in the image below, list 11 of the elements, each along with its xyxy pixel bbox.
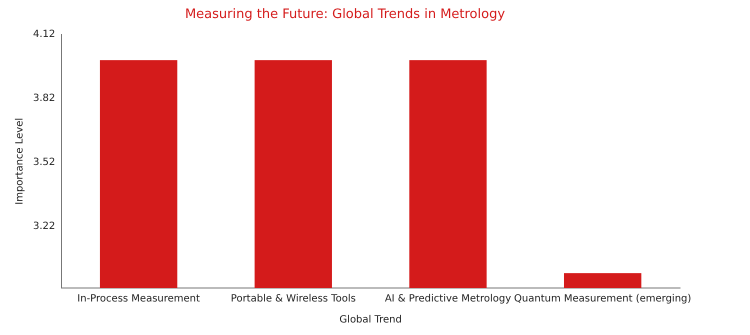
x-tick-label: In-Process Measurement (77, 294, 200, 305)
chart-title: Measuring the Future: Global Trends in Metrology (184, 7, 506, 22)
x-axis-title: Global Trend (339, 314, 402, 326)
y-tick-label: 4.12 (33, 29, 56, 40)
x-tick-label: Quantum Measurement (emerging) (514, 294, 692, 305)
y-tick-label: 3.82 (33, 93, 56, 104)
x-tick-label: Portable & Wireless Tools (230, 294, 356, 305)
x-tick-label: AI & Predictive Metrology (384, 294, 512, 305)
y-axis-title: Importance Level (14, 118, 26, 205)
y-tick-label: 3.22 (33, 220, 56, 232)
y-tick-label: 3.52 (33, 156, 56, 168)
